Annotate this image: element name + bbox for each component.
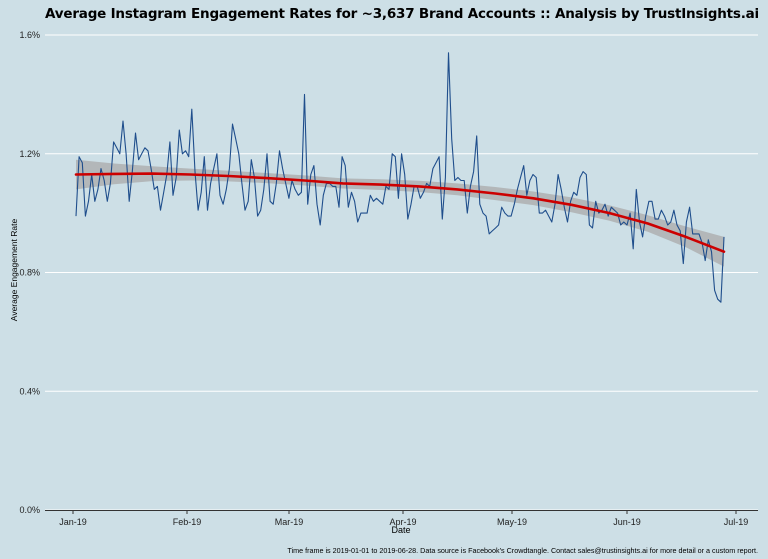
x-tick-label: Jul-19 bbox=[724, 517, 749, 527]
x-tick-label: Jun-19 bbox=[613, 517, 641, 527]
tick-labels: 0.0% 0.4% 0.8% 1.2% 1.6% Jan-19 Feb-19 Mar-19 Ap… bbox=[19, 30, 748, 527]
x-tick-label: May-19 bbox=[497, 517, 527, 527]
x-tick-label: Jan-19 bbox=[59, 517, 87, 527]
series-line-group bbox=[75, 52, 725, 303]
chart-title: Average Instagram Engagement Rates for ~… bbox=[45, 6, 759, 22]
x-tick-label: Apr-19 bbox=[389, 517, 416, 527]
chart-caption: Time frame is 2019-01-01 to 2019-06-28. … bbox=[287, 546, 758, 555]
series-line bbox=[75, 52, 725, 303]
trend-line bbox=[74, 172, 726, 253]
y-tick-label: 0.8% bbox=[19, 268, 40, 278]
x-axis-label: Date bbox=[391, 525, 411, 535]
gridlines bbox=[45, 34, 758, 511]
y-axis-label: Average Engagement Rate bbox=[9, 218, 19, 322]
y-tick-label: 1.2% bbox=[19, 149, 40, 159]
y-tick-label: 0.0% bbox=[19, 505, 40, 515]
axes bbox=[45, 510, 758, 514]
y-tick-label: 1.6% bbox=[19, 30, 40, 40]
x-tick-label: Feb-19 bbox=[173, 517, 202, 527]
trend-line-group bbox=[74, 172, 726, 253]
x-tick-label: Mar-19 bbox=[275, 517, 304, 527]
y-tick-label: 0.4% bbox=[19, 386, 40, 396]
